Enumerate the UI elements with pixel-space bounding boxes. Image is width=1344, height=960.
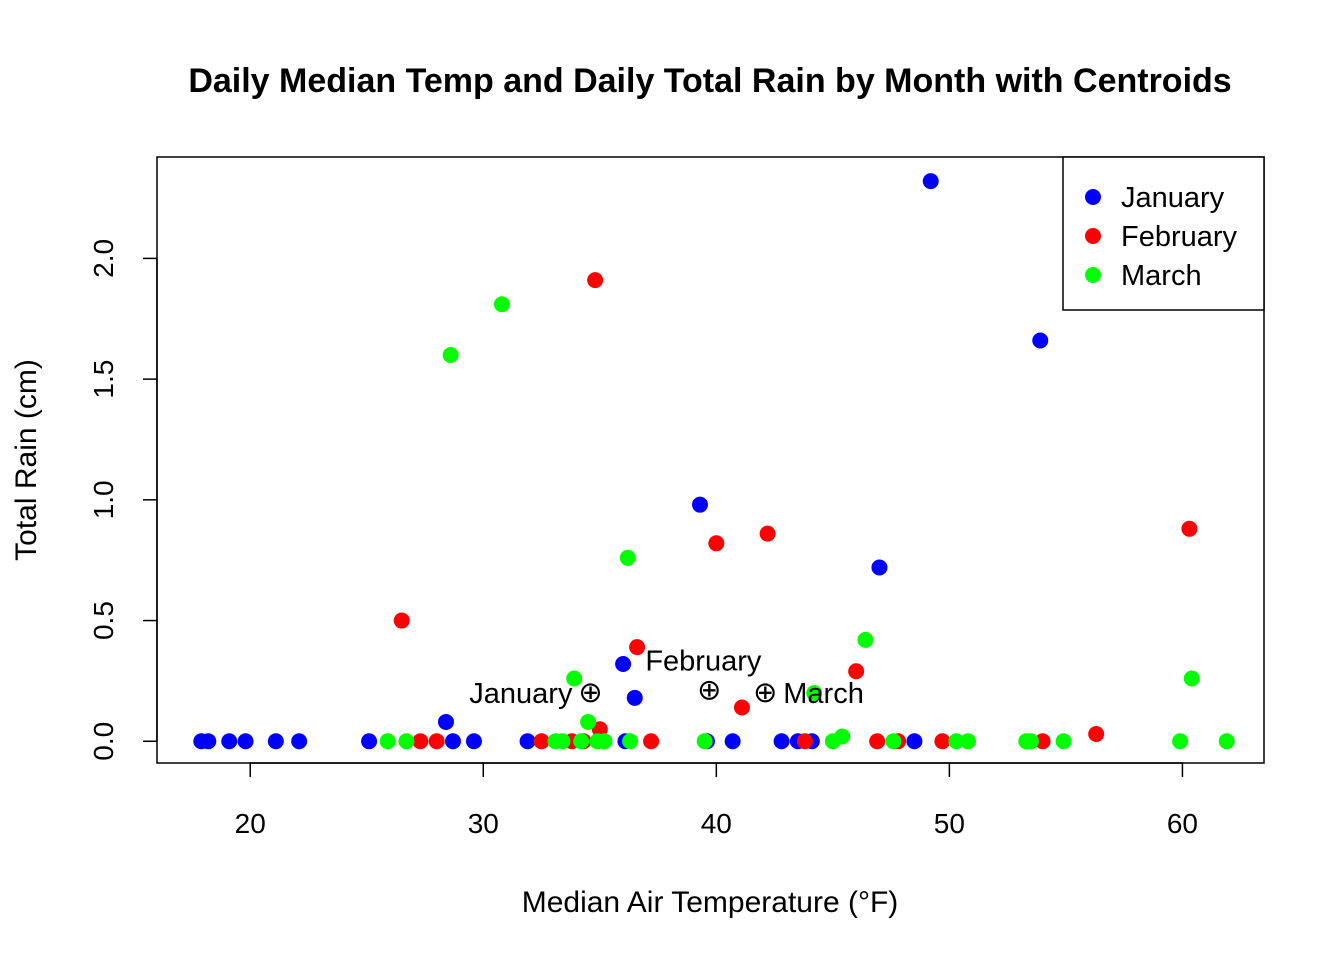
point-january xyxy=(626,689,643,706)
y-axis: 0.0 0.5 1.0 1.5 2.0 xyxy=(88,239,158,761)
legend: January February March xyxy=(1062,156,1265,311)
y-axis-label: Total Rain (cm) xyxy=(10,359,43,561)
point-february xyxy=(733,699,750,716)
chart-title: Daily Median Temp and Daily Total Rain b… xyxy=(188,62,1231,100)
centroid-label: February xyxy=(645,646,762,678)
point-january xyxy=(922,173,939,190)
point-march xyxy=(1055,733,1072,750)
point-march xyxy=(622,733,639,750)
point-march xyxy=(834,728,851,745)
centroid-marker: ⊕ xyxy=(578,677,602,709)
point-february xyxy=(643,733,660,750)
point-january xyxy=(724,733,741,750)
x-tick-label: 20 xyxy=(235,808,266,839)
point-march xyxy=(806,684,823,701)
point-march xyxy=(566,670,583,687)
point-february xyxy=(629,639,646,656)
legend-marker xyxy=(1085,267,1101,283)
point-january xyxy=(361,733,378,750)
y-tick-label: 0.0 xyxy=(88,722,119,761)
data-points xyxy=(193,173,1235,750)
point-january xyxy=(615,656,632,673)
point-january xyxy=(465,733,482,750)
point-march xyxy=(580,713,597,730)
x-tick-label: 60 xyxy=(1167,808,1198,839)
point-february xyxy=(759,525,776,542)
point-february xyxy=(708,535,725,552)
point-january xyxy=(221,733,238,750)
point-january xyxy=(200,733,217,750)
point-february xyxy=(796,733,813,750)
point-january xyxy=(1032,332,1049,349)
point-february xyxy=(848,663,865,680)
centroid-marker: ⊕ xyxy=(753,677,777,709)
legend-label: February xyxy=(1121,221,1238,253)
point-march xyxy=(948,733,965,750)
legend-label: March xyxy=(1121,260,1202,292)
point-january xyxy=(444,733,461,750)
x-axis: 20 30 40 50 60 xyxy=(235,762,1198,839)
point-march xyxy=(493,296,510,313)
centroid-label: March xyxy=(783,678,864,710)
point-march xyxy=(596,733,613,750)
x-tick-label: 40 xyxy=(701,808,732,839)
legend-marker xyxy=(1085,189,1101,205)
point-march xyxy=(619,549,636,566)
point-march xyxy=(1218,733,1235,750)
point-january xyxy=(692,496,709,513)
point-january xyxy=(267,733,284,750)
point-february xyxy=(1181,520,1198,537)
point-february xyxy=(1034,733,1051,750)
legend-label: January xyxy=(1121,182,1225,214)
y-tick-label: 1.0 xyxy=(88,480,119,519)
point-march xyxy=(1183,670,1200,687)
x-axis-label: Median Air Temperature (°F) xyxy=(522,886,899,919)
y-tick-label: 2.0 xyxy=(88,239,119,278)
point-march xyxy=(1172,733,1189,750)
x-tick-label: 30 xyxy=(468,808,499,839)
point-february xyxy=(412,733,429,750)
point-january xyxy=(519,733,536,750)
point-february xyxy=(1088,726,1105,743)
point-march xyxy=(696,733,713,750)
point-march xyxy=(442,346,459,363)
point-march xyxy=(885,733,902,750)
point-february xyxy=(428,733,445,750)
legend-marker xyxy=(1085,228,1101,244)
point-march xyxy=(857,631,874,648)
point-february xyxy=(869,733,886,750)
point-march xyxy=(398,733,415,750)
point-march xyxy=(379,733,396,750)
point-january xyxy=(773,733,790,750)
y-tick-label: 1.5 xyxy=(88,360,119,399)
point-march xyxy=(554,733,571,750)
centroid-label: January xyxy=(469,678,573,710)
point-february xyxy=(591,721,608,738)
x-tick-label: 50 xyxy=(934,808,965,839)
point-february xyxy=(934,733,951,750)
point-january xyxy=(906,733,923,750)
point-january xyxy=(237,733,254,750)
point-january xyxy=(291,733,308,750)
point-march xyxy=(573,733,590,750)
point-march xyxy=(960,733,977,750)
point-february xyxy=(587,272,604,289)
centroids: ⊕January ⊕February⊕ March xyxy=(469,646,864,710)
point-january xyxy=(871,559,888,576)
point-february xyxy=(393,612,410,629)
point-march xyxy=(1022,733,1039,750)
point-january xyxy=(437,713,454,730)
point-february xyxy=(533,733,550,750)
y-tick-label: 0.5 xyxy=(88,601,119,640)
centroid-marker: ⊕ xyxy=(697,675,721,707)
